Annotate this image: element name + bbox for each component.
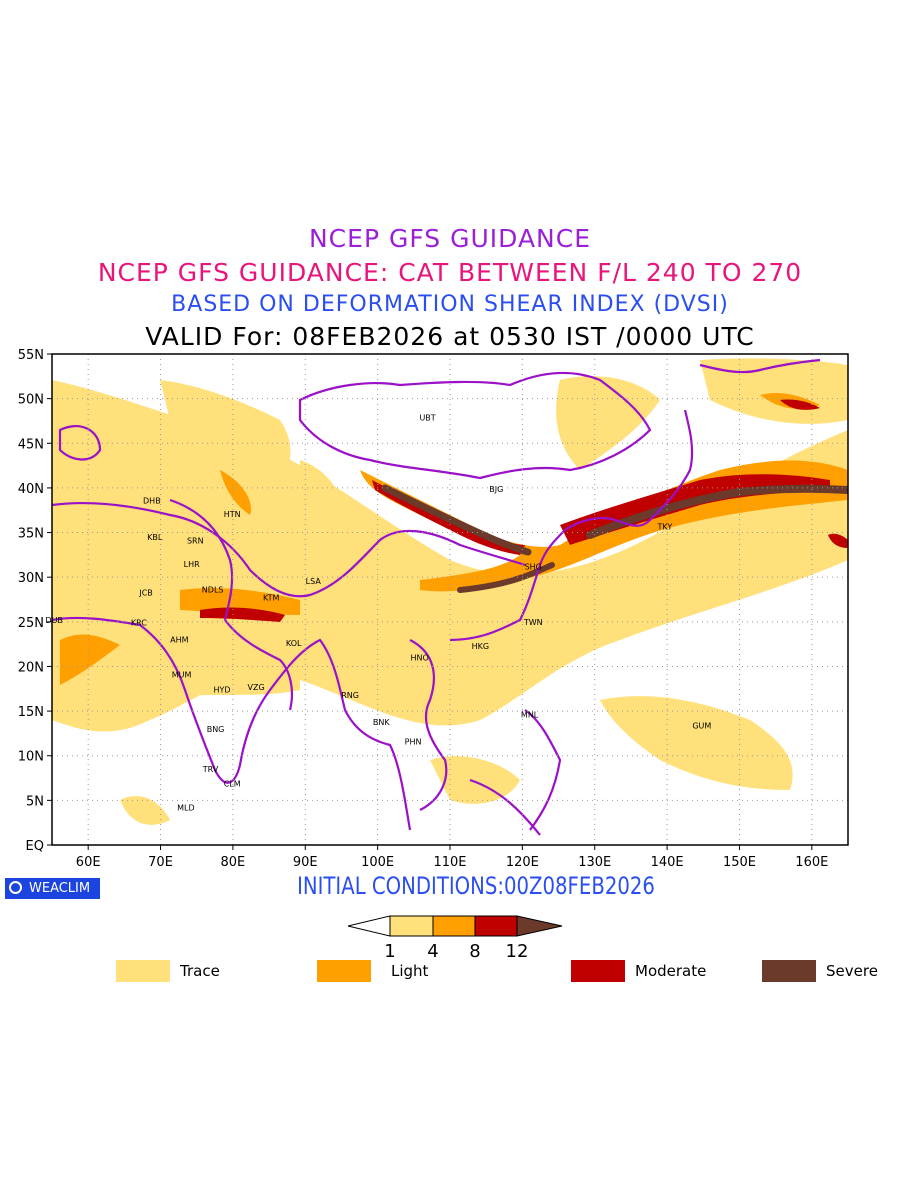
station-tky: TKY [657, 522, 673, 531]
station-ahm: AHM [170, 636, 188, 645]
legend-severe-label: Severe [826, 962, 878, 980]
weaclim-logo-icon [9, 881, 22, 894]
legend-moderate-swatch [571, 960, 625, 982]
station-kbl: KBL [147, 533, 163, 542]
lat-tick-label: 45N [18, 437, 44, 452]
colorbar-label-12: 12 [506, 941, 529, 962]
legend-light-label: Light [391, 962, 429, 980]
initial-conditions: INITIAL CONDITIONS:00Z08FEB2026 [297, 872, 655, 900]
lon-tick-label: 60E [76, 855, 101, 870]
legend-moderate-label: Moderate [635, 962, 707, 980]
station-ubt: UBT [419, 413, 435, 422]
station-gum: GUM [692, 721, 711, 730]
lon-tick-label: 90E [293, 855, 318, 870]
station-ndls: NDLS [202, 586, 224, 595]
station-bnk: BNK [373, 718, 390, 727]
severe-bands [381, 484, 848, 593]
station-bng: BNG [207, 725, 225, 734]
station-dhb: DHB [143, 496, 161, 505]
colorbar-below-triangle [347, 915, 391, 937]
lon-tick-label: 150E [723, 855, 756, 870]
lat-tick-label: 15N [18, 705, 44, 720]
lon-tick-label: 70E [148, 855, 173, 870]
station-mld: MLD [177, 804, 195, 813]
colorbar: 1 4 8 12 [347, 915, 563, 962]
lon-tick-label: 100E [361, 855, 394, 870]
lat-tick-label: 25N [18, 616, 44, 631]
title-product: NCEP GFS GUIDANCE: CAT BETWEEN F/L 240 T… [97, 258, 803, 287]
legend-trace-label: Trace [180, 962, 220, 980]
station-vzg: VZG [247, 683, 264, 692]
lon-tick-label: 130E [578, 855, 611, 870]
title-main: NCEP GFS GUIDANCE [308, 224, 591, 253]
station-mnl: MNL [521, 711, 539, 720]
legend-severe-swatch [762, 960, 816, 982]
lat-tick-label: 40N [18, 482, 44, 497]
station-kol: KOL [286, 639, 302, 648]
colorbar-label-4: 4 [427, 941, 438, 962]
station-srn: SRN [187, 537, 204, 546]
colorbar-moderate-box [474, 915, 518, 937]
title-method: BASED ON DEFORMATION SHEAR INDEX (DVSI) [171, 292, 729, 317]
station-lsa: LSA [306, 577, 322, 586]
station-rng: RNG [341, 691, 359, 700]
country-borders [52, 358, 821, 836]
graticule [52, 354, 848, 845]
station-bjg: BJG [489, 485, 503, 494]
station-krc: KRC [131, 619, 147, 628]
lat-tick-label: 50N [18, 393, 44, 408]
colorbar-light-box [432, 915, 476, 937]
station-clm: CLM [224, 779, 241, 788]
lon-tick-label: 160E [795, 855, 828, 870]
lon-tick-label: 80E [221, 855, 246, 870]
colorbar-label-8: 8 [469, 941, 480, 962]
lat-tick-label: 20N [18, 660, 44, 675]
station-dub: DUB [45, 616, 63, 625]
weaclim-badge: WEACLIM [5, 878, 100, 899]
station-hyd: HYD [214, 686, 231, 695]
station-hkg: HKG [472, 642, 489, 651]
lat-tick-label: 30N [18, 571, 44, 586]
latitude-axis: 55N 50N 45N 40N 35N 30N 25N 20N 15N 10N 5N EQ [18, 348, 52, 854]
lon-tick-label: 120E [506, 855, 539, 870]
lat-tick-label: 10N [18, 750, 44, 765]
station-lhr: LHR [184, 560, 200, 569]
station-jcb: JCB [138, 588, 152, 597]
lon-tick-label: 110E [433, 855, 466, 870]
weaclim-label: WEACLIM [29, 881, 91, 896]
legend-trace-swatch [116, 960, 170, 982]
colorbar-severe-triangle [516, 915, 563, 937]
station-labels: UBT BJG DHB HTN KBL SRN LHR JCB NDLS KTM LSA SHG TKY… [45, 413, 711, 812]
lon-tick-label: 140E [651, 855, 684, 870]
station-ktm: KTM [263, 594, 280, 603]
station-twn: TWN [523, 618, 543, 627]
cat-map: 60E 70E 80E 90E 100E 110E 120E 130E 140E 150E 160E… [18, 348, 849, 870]
station-phn: PHN [405, 737, 422, 746]
lat-tick-label: EQ [26, 839, 44, 854]
title-valid-time: VALID For: 08FEB2026 at 0530 IST /0000 U… [145, 322, 755, 351]
station-htn: HTN [224, 510, 241, 519]
colorbar-label-1: 1 [384, 941, 395, 962]
colorbar-trace-box [389, 915, 434, 937]
station-trv: TRV [202, 765, 219, 774]
station-hno: HNO [410, 654, 428, 663]
legend-light-swatch [317, 960, 371, 982]
lat-tick-label: 55N [18, 348, 44, 363]
lat-tick-label: 5N [26, 794, 44, 809]
station-shg: SHG [525, 562, 542, 571]
station-mum: MUM [172, 670, 192, 679]
lat-tick-label: 35N [18, 527, 44, 542]
longitude-axis: 60E 70E 80E 90E 100E 110E 120E 130E 140E 150E 160E [76, 845, 828, 870]
